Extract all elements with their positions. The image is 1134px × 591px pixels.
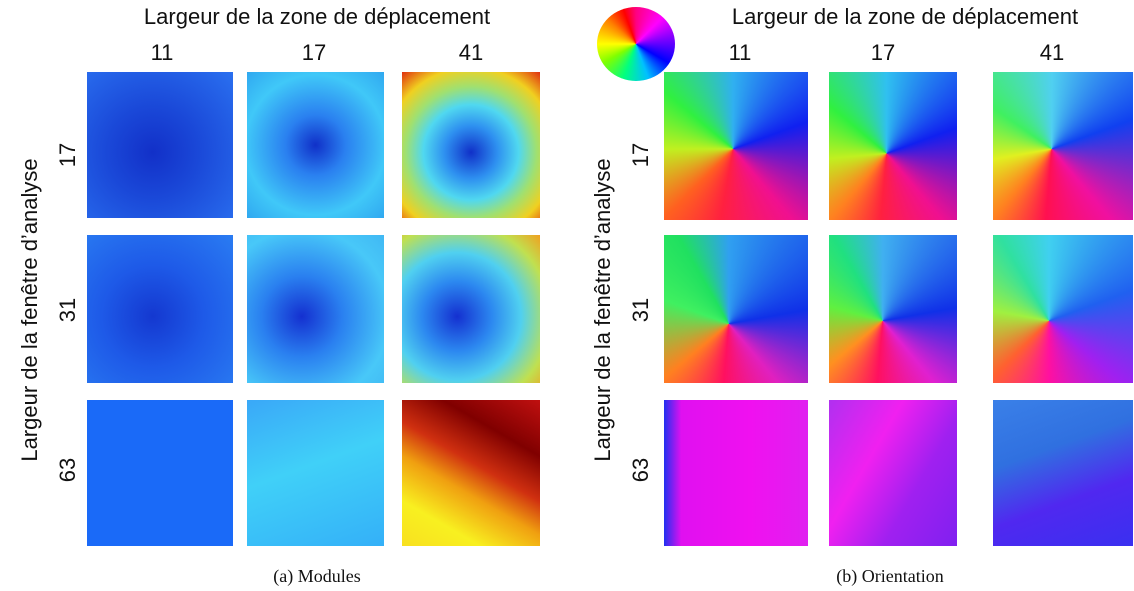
row-header: Largeur de la fenêtre d’analyse	[17, 158, 42, 462]
orientation-map	[993, 235, 1133, 383]
column-label: 11	[728, 40, 752, 65]
orientation-map	[993, 72, 1133, 220]
caption: (a) Modules	[273, 566, 361, 586]
row-label: 31	[55, 297, 80, 323]
orientation-map	[993, 400, 1133, 546]
column-label: 41	[458, 40, 484, 65]
column-label: 41	[1039, 40, 1065, 65]
heatmap	[402, 72, 540, 218]
heatmap	[247, 235, 384, 383]
orientation-map	[829, 400, 957, 546]
heatmap	[87, 400, 233, 546]
heatmap	[87, 235, 233, 383]
orientation-map	[664, 72, 808, 220]
heatmap	[247, 72, 384, 218]
row-label: 63	[55, 457, 80, 483]
column-label: 17	[301, 40, 327, 65]
row-label: 31	[628, 297, 653, 323]
column-label: 11	[150, 40, 174, 65]
heatmap	[402, 235, 540, 383]
orientation-map	[829, 235, 957, 383]
row-label: 17	[628, 142, 653, 168]
heatmap	[402, 400, 540, 546]
column-header: Largeur de la zone de déplacement	[143, 4, 491, 29]
caption: (b) Orientation	[836, 566, 944, 586]
orientation-map	[829, 72, 957, 220]
column-label: 17	[870, 40, 896, 65]
column-header: Largeur de la zone de déplacement	[731, 4, 1079, 29]
row-header: Largeur de la fenêtre d’analyse	[590, 158, 615, 462]
heatmap	[247, 400, 384, 546]
heatmap	[87, 72, 233, 218]
color-wheel	[597, 7, 675, 81]
orientation-map	[664, 400, 808, 546]
row-label: 63	[628, 457, 653, 483]
orientation-map	[664, 235, 808, 383]
row-label: 17	[55, 142, 80, 168]
